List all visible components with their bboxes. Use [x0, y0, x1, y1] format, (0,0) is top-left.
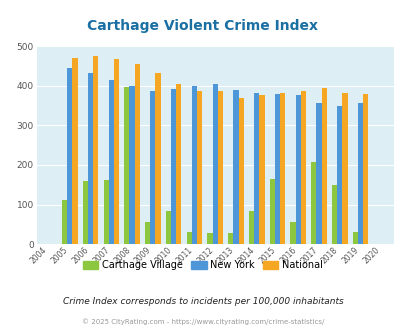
Bar	[269, 179, 274, 244]
Bar	[83, 181, 88, 244]
Bar	[212, 84, 217, 244]
Bar	[62, 200, 67, 244]
Bar	[191, 86, 196, 244]
Bar	[248, 211, 254, 244]
Bar	[300, 91, 305, 244]
Bar	[124, 86, 129, 244]
Bar	[279, 92, 285, 244]
Bar	[254, 92, 259, 244]
Bar	[114, 59, 119, 244]
Bar	[233, 90, 238, 244]
Bar	[274, 94, 279, 244]
Bar	[103, 180, 109, 244]
Bar	[186, 232, 191, 244]
Bar	[171, 88, 176, 244]
Bar	[72, 58, 77, 244]
Bar	[145, 222, 150, 244]
Bar	[362, 94, 367, 244]
Bar	[352, 232, 357, 244]
Bar	[217, 91, 222, 244]
Bar	[337, 106, 341, 244]
Bar	[228, 233, 233, 244]
Bar	[295, 94, 300, 244]
Bar	[357, 103, 362, 244]
Bar	[290, 222, 295, 244]
Text: Crime Index corresponds to incidents per 100,000 inhabitants: Crime Index corresponds to incidents per…	[62, 297, 343, 307]
Text: Carthage Violent Crime Index: Carthage Violent Crime Index	[87, 19, 318, 33]
Bar	[93, 56, 98, 244]
Bar	[321, 88, 326, 244]
Bar	[207, 233, 212, 244]
Bar	[176, 84, 181, 244]
Bar	[129, 86, 134, 244]
Bar	[155, 73, 160, 244]
Bar	[259, 95, 264, 244]
Bar	[88, 73, 93, 244]
Bar	[331, 185, 337, 244]
Bar	[165, 211, 171, 244]
Bar	[311, 162, 315, 244]
Bar	[67, 68, 72, 244]
Legend: Carthage Village, New York, National: Carthage Village, New York, National	[79, 256, 326, 274]
Bar	[150, 91, 155, 244]
Bar	[196, 91, 202, 244]
Bar	[315, 103, 321, 244]
Bar	[341, 93, 347, 244]
Bar	[109, 80, 114, 244]
Bar	[134, 64, 140, 244]
Text: © 2025 CityRating.com - https://www.cityrating.com/crime-statistics/: © 2025 CityRating.com - https://www.city…	[82, 318, 323, 325]
Bar	[238, 98, 243, 244]
